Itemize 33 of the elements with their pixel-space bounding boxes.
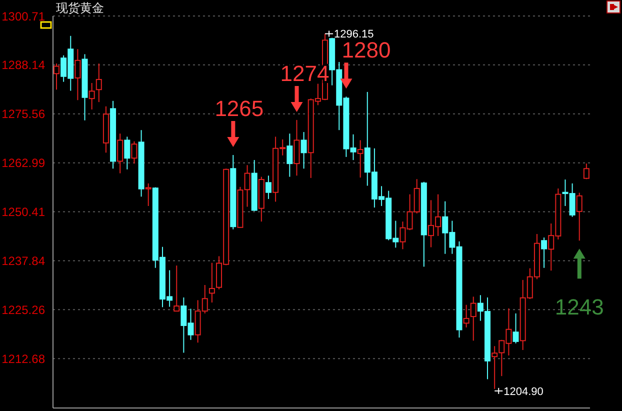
candlestick (174, 265, 180, 312)
candlestick (124, 136, 130, 170)
y-tick-label: 1288.14 (2, 58, 46, 72)
candlestick (357, 140, 364, 178)
candlestick (265, 175, 272, 200)
candlestick (583, 163, 590, 180)
candlestick (541, 237, 548, 268)
y-tick-label: 1300.71 (2, 9, 46, 24)
candlestick (54, 63, 60, 90)
candlestick (294, 119, 300, 176)
y-tick-label: 1262.99 (2, 156, 46, 170)
candlestick (300, 132, 307, 170)
annotation: 1204.90 (504, 386, 544, 398)
candlestick (470, 296, 476, 342)
y-tick-label: 1225.26 (2, 302, 46, 317)
candlestick (74, 48, 81, 101)
annotation: 1265 (214, 96, 264, 121)
candlestick (88, 82, 95, 110)
candlestick (145, 182, 152, 206)
candlestick (286, 133, 293, 178)
y-tick-label: 1212.68 (2, 352, 46, 366)
candlestick (208, 262, 215, 304)
y-tick-label: 1237.84 (2, 254, 46, 268)
candlestick (131, 140, 138, 164)
y-tick-label: 1250.41 (2, 205, 46, 220)
candlestick (512, 312, 519, 344)
y-tick-label: 1275.56 (2, 107, 46, 122)
candlestick (96, 63, 102, 103)
annotation: 1243 (554, 294, 604, 320)
candlestick (576, 192, 582, 242)
chart-title: 现货黄金 (56, 1, 104, 15)
candlestick (463, 304, 470, 328)
candlestick (117, 133, 124, 174)
